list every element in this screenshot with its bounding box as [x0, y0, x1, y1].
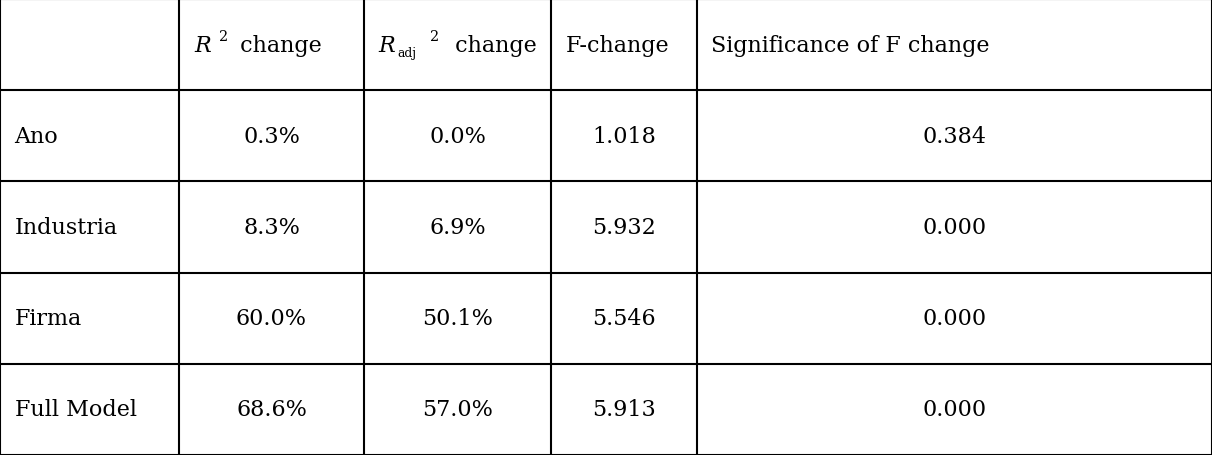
Text: 5.913: 5.913	[593, 399, 656, 420]
Text: 8.3%: 8.3%	[244, 217, 299, 238]
Text: 1.018: 1.018	[593, 126, 656, 147]
Text: 50.1%: 50.1%	[422, 308, 493, 329]
Text: change: change	[448, 35, 537, 56]
Text: 0.384: 0.384	[922, 126, 987, 147]
Text: 0.0%: 0.0%	[429, 126, 486, 147]
Text: Significance of F change: Significance of F change	[711, 35, 990, 56]
Text: R: R	[378, 35, 395, 56]
Text: Firma: Firma	[15, 308, 81, 329]
Text: 57.0%: 57.0%	[422, 399, 493, 420]
Text: 0.3%: 0.3%	[244, 126, 299, 147]
Text: 68.6%: 68.6%	[236, 399, 307, 420]
Text: 2: 2	[219, 30, 228, 44]
Text: 5.932: 5.932	[593, 217, 656, 238]
Text: 2: 2	[429, 30, 439, 44]
Text: F-change: F-change	[566, 35, 669, 56]
Text: 0.000: 0.000	[922, 308, 987, 329]
Text: Ano: Ano	[15, 126, 58, 147]
Text: R: R	[194, 35, 211, 56]
Text: Industria: Industria	[15, 217, 118, 238]
Text: adj: adj	[398, 47, 417, 61]
Text: 0.000: 0.000	[922, 399, 987, 420]
Text: 60.0%: 60.0%	[236, 308, 307, 329]
Text: 6.9%: 6.9%	[429, 217, 486, 238]
Text: 0.000: 0.000	[922, 217, 987, 238]
Text: Full Model: Full Model	[15, 399, 137, 420]
Text: change: change	[233, 35, 321, 56]
Text: 5.546: 5.546	[593, 308, 656, 329]
